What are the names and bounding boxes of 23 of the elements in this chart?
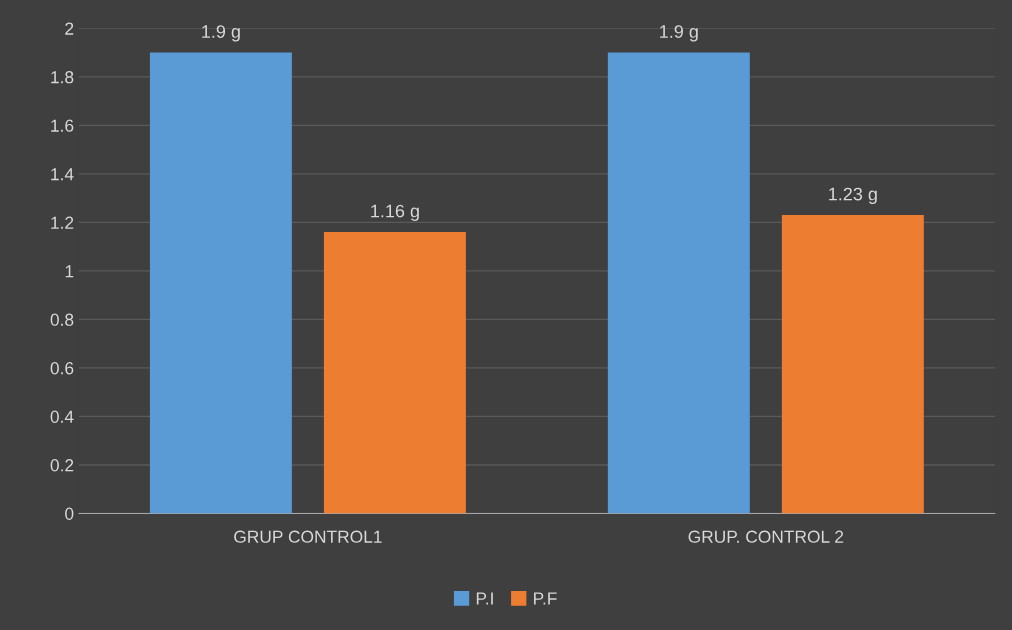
legend-label: P.I [476, 592, 493, 605]
y-tick-label: 0.2 [50, 459, 74, 472]
y-tick-label: 1.8 [51, 71, 74, 84]
y-tick-label: 0.8 [50, 313, 74, 326]
data-label: 1.16 g [371, 204, 419, 221]
bar [781, 215, 924, 514]
y-tick-label: 1 [65, 265, 74, 278]
y-tick-label: 1.6 [51, 119, 74, 132]
y-tick-label: 0.4 [50, 410, 74, 423]
y-tick-label: 1.2 [51, 216, 74, 229]
y-tick-label: 1.4 [51, 168, 74, 181]
data-label: 1.23 g [829, 187, 877, 204]
y-tick-label: 0.6 [50, 362, 74, 375]
bar [607, 52, 750, 514]
data-label: 1.9 g [202, 25, 240, 42]
x-tick-label: GRUP. CONTROL 2 [688, 530, 844, 543]
data-label: 1.9 g [660, 25, 698, 42]
legend-label: P.F [534, 592, 557, 605]
bar [149, 52, 292, 514]
bar [323, 232, 466, 514]
x-tick-label: GRUP CONTROL1 [234, 530, 382, 543]
y-tick-label: 0 [65, 507, 74, 520]
y-tick-label: 2 [65, 22, 74, 35]
